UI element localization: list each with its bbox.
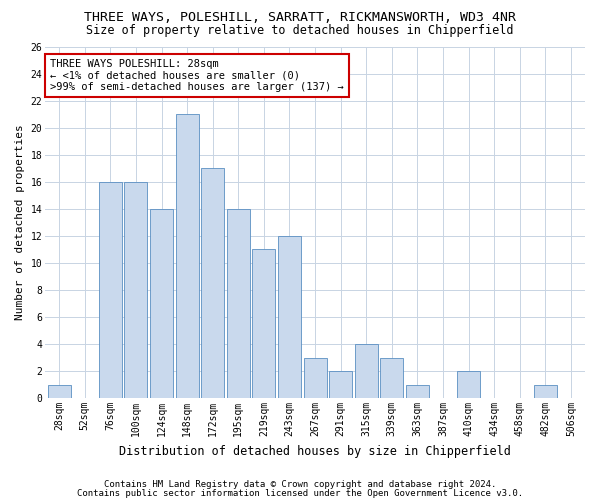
Text: THREE WAYS POLESHILL: 28sqm
← <1% of detached houses are smaller (0)
>99% of sem: THREE WAYS POLESHILL: 28sqm ← <1% of det… (50, 59, 344, 92)
Bar (457, 371, 480, 398)
Text: Contains HM Land Registry data © Crown copyright and database right 2024.: Contains HM Land Registry data © Crown c… (104, 480, 496, 489)
Bar (329, 371, 352, 398)
Bar (227, 209, 250, 398)
Bar (304, 358, 326, 398)
Bar (278, 236, 301, 398)
Bar (355, 344, 378, 398)
Y-axis label: Number of detached properties: Number of detached properties (15, 124, 25, 320)
Bar (380, 358, 403, 398)
Bar (47, 384, 71, 398)
Bar (176, 114, 199, 398)
Bar (124, 182, 148, 398)
Text: Contains public sector information licensed under the Open Government Licence v3: Contains public sector information licen… (77, 488, 523, 498)
Text: THREE WAYS, POLESHILL, SARRATT, RICKMANSWORTH, WD3 4NR: THREE WAYS, POLESHILL, SARRATT, RICKMANS… (84, 11, 516, 24)
Bar (253, 250, 275, 398)
Bar (150, 209, 173, 398)
Text: Size of property relative to detached houses in Chipperfield: Size of property relative to detached ho… (86, 24, 514, 37)
Bar (406, 384, 429, 398)
X-axis label: Distribution of detached houses by size in Chipperfield: Distribution of detached houses by size … (119, 444, 511, 458)
Bar (99, 182, 122, 398)
Bar (201, 168, 224, 398)
Bar (534, 384, 557, 398)
